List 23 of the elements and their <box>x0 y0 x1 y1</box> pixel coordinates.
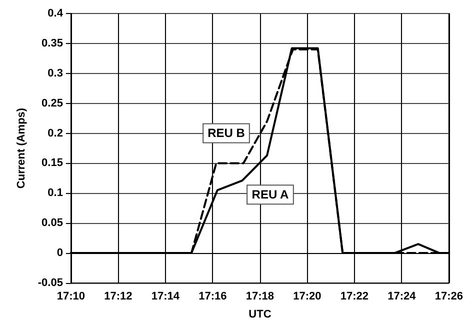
y-axis-title: Current (Amps) <box>16 108 28 189</box>
y-tick-label: 0.1 <box>48 187 63 200</box>
y-tick-label: 0.25 <box>42 97 63 110</box>
x-tick-label: 17:14 <box>151 290 180 302</box>
y-tick-label: 0.4 <box>48 8 64 20</box>
x-tick-label: 17:22 <box>340 290 369 302</box>
x-axis-title: UTC <box>248 308 272 320</box>
y-tick-label: 0.05 <box>42 217 63 230</box>
series-label: REU B <box>208 126 246 140</box>
x-tick-label: 17:18 <box>246 290 274 302</box>
y-tick-label: 0.35 <box>42 37 63 50</box>
x-tick-label: 17:10 <box>56 290 86 302</box>
series-label: REU A <box>252 188 290 202</box>
x-tick-label: 17:24 <box>388 290 417 302</box>
y-tick-label: 0.2 <box>48 127 63 140</box>
x-tick-label: 17:26 <box>434 290 464 302</box>
y-tick-label: 0.15 <box>42 157 63 170</box>
y-tick-label: 0.3 <box>48 67 63 80</box>
y-tick-label: 0 <box>56 247 63 260</box>
x-tick-label: 17:20 <box>293 290 322 302</box>
y-tick-label: -0.05 <box>38 277 63 289</box>
x-tick-label: 17:16 <box>198 290 227 302</box>
x-tick-label: 17:12 <box>104 290 132 302</box>
